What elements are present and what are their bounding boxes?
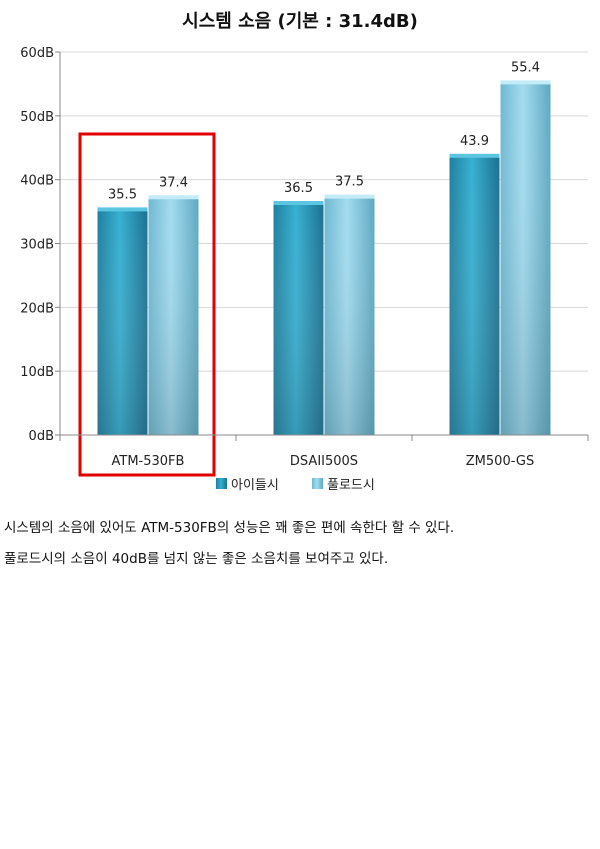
bar-cap [324,194,375,199]
chart-title: 시스템 소음 (기본 : 31.4dB) [182,11,418,32]
y-tick-label: 30dB [20,238,54,253]
bar-cap [97,207,148,212]
legend-label: 풀로드시 [327,478,375,493]
y-tick-label: 60dB [20,46,54,61]
data-label: 55.4 [511,60,540,75]
y-tick-label: 0dB [29,429,54,444]
bars: 35.5 37.4 36.5 37.5 43.9 55.4 [78,60,551,477]
bar-cap [500,80,551,85]
legend-swatch [216,478,227,489]
data-label: 37.5 [335,175,364,190]
bar-shade [449,154,500,435]
caption: 시스템의 소음에 있어도 ATM-530FB의 성능은 꽤 좋은 편에 속한다 … [4,513,600,575]
noise-bar-chart: 시스템 소음 (기본 : 31.4dB) 0dB 10dB 20dB 30dB 40dB… [20,11,589,493]
bar-shade [273,202,324,435]
legend-swatch [312,478,323,489]
bar-shade [500,81,551,435]
caption-line-2: 풀로드시의 소음이 40dB를 넘지 않는 좋은 소음치를 보여주고 있다. [4,551,389,567]
x-axis: ATM-530FB DSAII500S ZM500-GS [59,434,589,469]
y-tick-label: 10dB [20,365,54,380]
y-axis: 0dB 10dB 20dB 30dB 40dB 50dB 60dB [20,46,61,444]
bar-cap [273,201,324,206]
data-label: 43.9 [460,134,489,149]
data-label: 36.5 [284,181,313,196]
x-category-label: ZM500-GS [466,454,534,469]
y-tick-label: 20dB [20,301,54,316]
y-tick-label: 40dB [20,174,54,189]
caption-line-1: 시스템의 소음에 있어도 ATM-530FB의 성능은 꽤 좋은 편에 속한다 … [4,520,455,536]
legend-label: 아이들시 [231,478,279,493]
x-category-label: ATM-530FB [112,454,185,469]
highlight-box [78,132,216,477]
bar-cap [148,195,199,200]
bar-shade [97,208,148,435]
bar-shade [148,196,199,435]
gridlines [60,51,588,372]
bar-cap [449,153,500,158]
x-category-label: DSAII500S [290,454,358,469]
data-label: 35.5 [108,187,137,202]
bar-shade [324,195,375,435]
legend: 아이들시 풀로드시 [216,478,375,493]
data-label: 37.4 [159,175,188,190]
y-tick-label: 50dB [20,110,54,125]
